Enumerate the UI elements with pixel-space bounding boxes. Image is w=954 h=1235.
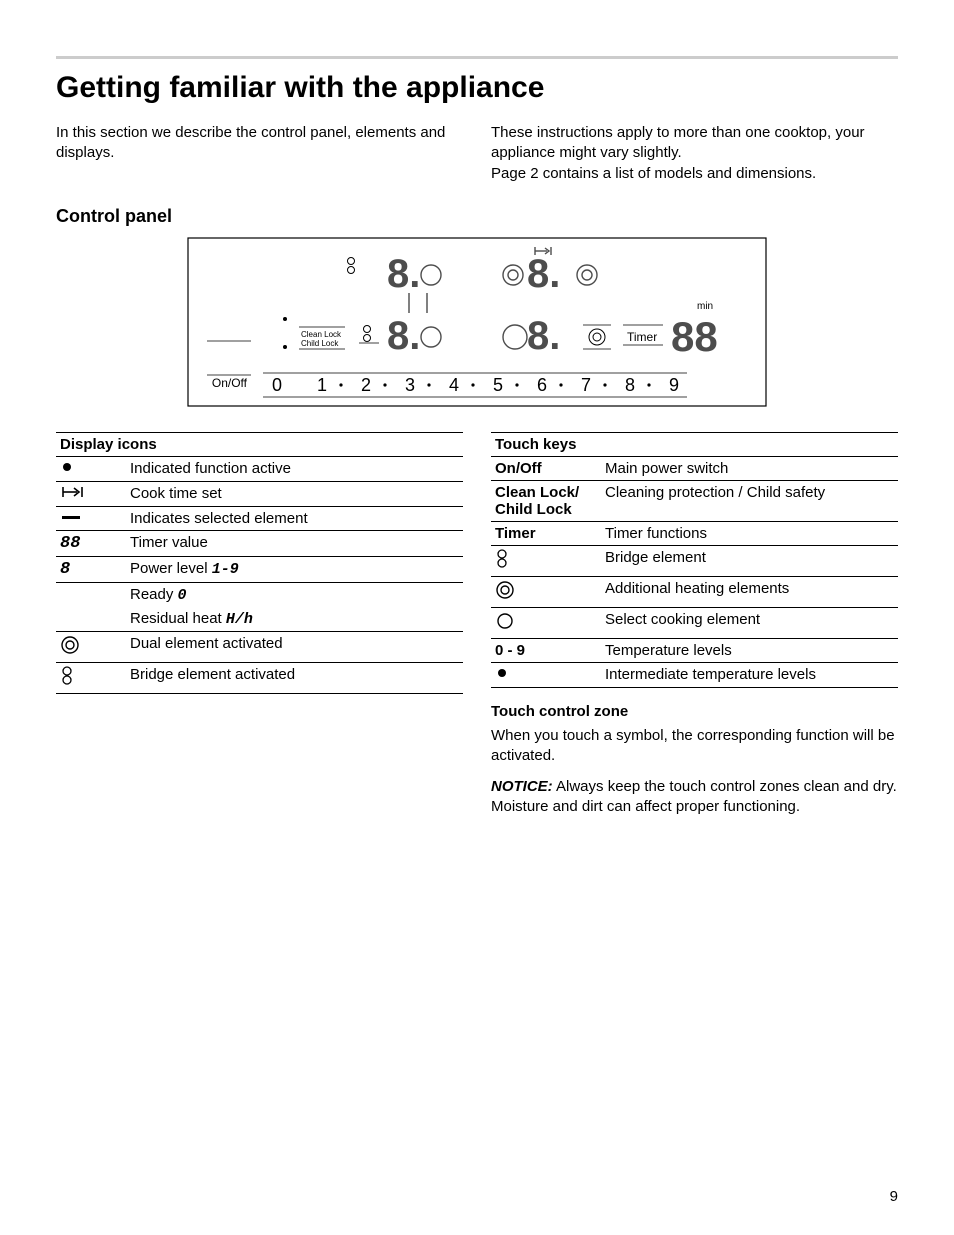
- svg-text:3: 3: [405, 375, 415, 395]
- svg-text:8.: 8.: [387, 314, 420, 358]
- touch-zone-body: When you touch a symbol, the correspondi…: [491, 726, 898, 767]
- display-icon-cell: [56, 607, 126, 632]
- touch-key-cell: [491, 662, 601, 687]
- svg-text:8: 8: [625, 375, 635, 395]
- intro-right: These instructions apply to more than on…: [491, 123, 898, 184]
- display-icon-cell: [56, 662, 126, 693]
- display-icon-desc: Residual heat H/h: [126, 607, 463, 632]
- display-icons-header: Display icons: [56, 432, 463, 456]
- panel-clean-lock: Clean Lock: [301, 330, 342, 339]
- svg-text:2: 2: [361, 375, 371, 395]
- svg-text:0: 0: [272, 375, 282, 395]
- display-icon-desc: Dual element activated: [126, 631, 463, 662]
- touch-key-desc: Intermediate temperature levels: [601, 662, 898, 687]
- touch-key-cell: Clean Lock/Child Lock: [491, 480, 601, 521]
- intro-left: In this section we describe the control …: [56, 123, 463, 184]
- section-control-panel: Control panel: [56, 206, 898, 227]
- intro-right-2: Page 2 contains a list of models and dim…: [491, 164, 898, 184]
- touch-key-cell: [491, 607, 601, 638]
- display-icon-desc: Cook time set: [126, 481, 463, 506]
- touch-key-desc: Additional heating elements: [601, 576, 898, 607]
- touch-key-cell: 0 - 9: [491, 638, 601, 662]
- svg-text:8.: 8.: [527, 314, 560, 358]
- number-row: 0 1 2 3 4 5 6 7 8 9: [272, 375, 679, 395]
- bridge-icon: [348, 257, 355, 273]
- svg-text:8.: 8.: [387, 252, 420, 296]
- display-icon-cell: [56, 631, 126, 662]
- svg-text:1: 1: [317, 375, 327, 395]
- page-number: 9: [890, 1188, 898, 1205]
- display-icon-desc: Timer value: [126, 530, 463, 556]
- display-icon-cell: [56, 506, 126, 530]
- display-icon-cell: 88: [56, 530, 126, 556]
- touch-key-cell: Timer: [491, 521, 601, 545]
- touch-key-desc: Cleaning protection / Child safety: [601, 480, 898, 521]
- display-icon-cell: [56, 481, 126, 506]
- svg-text:5: 5: [493, 375, 503, 395]
- touch-key-cell: On/Off: [491, 456, 601, 480]
- svg-text:9: 9: [669, 375, 679, 395]
- svg-text:88: 88: [671, 313, 718, 360]
- touch-key-desc: Timer functions: [601, 521, 898, 545]
- touch-zone-heading: Touch control zone: [491, 702, 898, 722]
- panel-min: min: [697, 301, 713, 312]
- control-panel-diagram: On/Off Clean Lock Child Lock 8. 8.: [187, 237, 767, 412]
- svg-text:6: 6: [537, 375, 547, 395]
- svg-text:7: 7: [581, 375, 591, 395]
- display-icon-desc: Indicated function active: [126, 456, 463, 481]
- display-icon-cell: 8: [56, 556, 126, 582]
- svg-text:4: 4: [449, 375, 459, 395]
- display-icons-table: Display icons Indicated function activeC…: [56, 432, 463, 694]
- touch-keys-header: Touch keys: [491, 432, 898, 456]
- top-rule: [56, 56, 898, 59]
- touch-key-desc: Main power switch: [601, 456, 898, 480]
- panel-on-off: On/Off: [212, 376, 248, 390]
- display-icon-desc: Ready 0: [126, 582, 463, 607]
- notice-line: NOTICE: Always keep the touch control zo…: [491, 777, 898, 818]
- touch-key-desc: Bridge element: [601, 545, 898, 576]
- display-icon-desc: Power level 1-9: [126, 556, 463, 582]
- display-icon-desc: Bridge element activated: [126, 662, 463, 693]
- touch-key-cell: [491, 545, 601, 576]
- intro-right-1: These instructions apply to more than on…: [491, 123, 898, 164]
- touch-key-desc: Temperature levels: [601, 638, 898, 662]
- svg-text:8.: 8.: [527, 252, 560, 296]
- touch-key-cell: [491, 576, 601, 607]
- touch-key-desc: Select cooking element: [601, 607, 898, 638]
- touch-keys-table: Touch keys On/OffMain power switchClean …: [491, 432, 898, 688]
- intro-columns: In this section we describe the control …: [56, 123, 898, 184]
- display-icon-cell: [56, 456, 126, 481]
- panel-timer: Timer: [627, 330, 657, 344]
- display-icon-cell: [56, 582, 126, 607]
- page-title: Getting familiar with the appliance: [56, 71, 898, 105]
- panel-child-lock: Child Lock: [301, 339, 339, 348]
- touch-control-zone: Touch control zone When you touch a symb…: [491, 702, 898, 817]
- notice-label: NOTICE:: [491, 778, 553, 795]
- display-icon-desc: Indicates selected element: [126, 506, 463, 530]
